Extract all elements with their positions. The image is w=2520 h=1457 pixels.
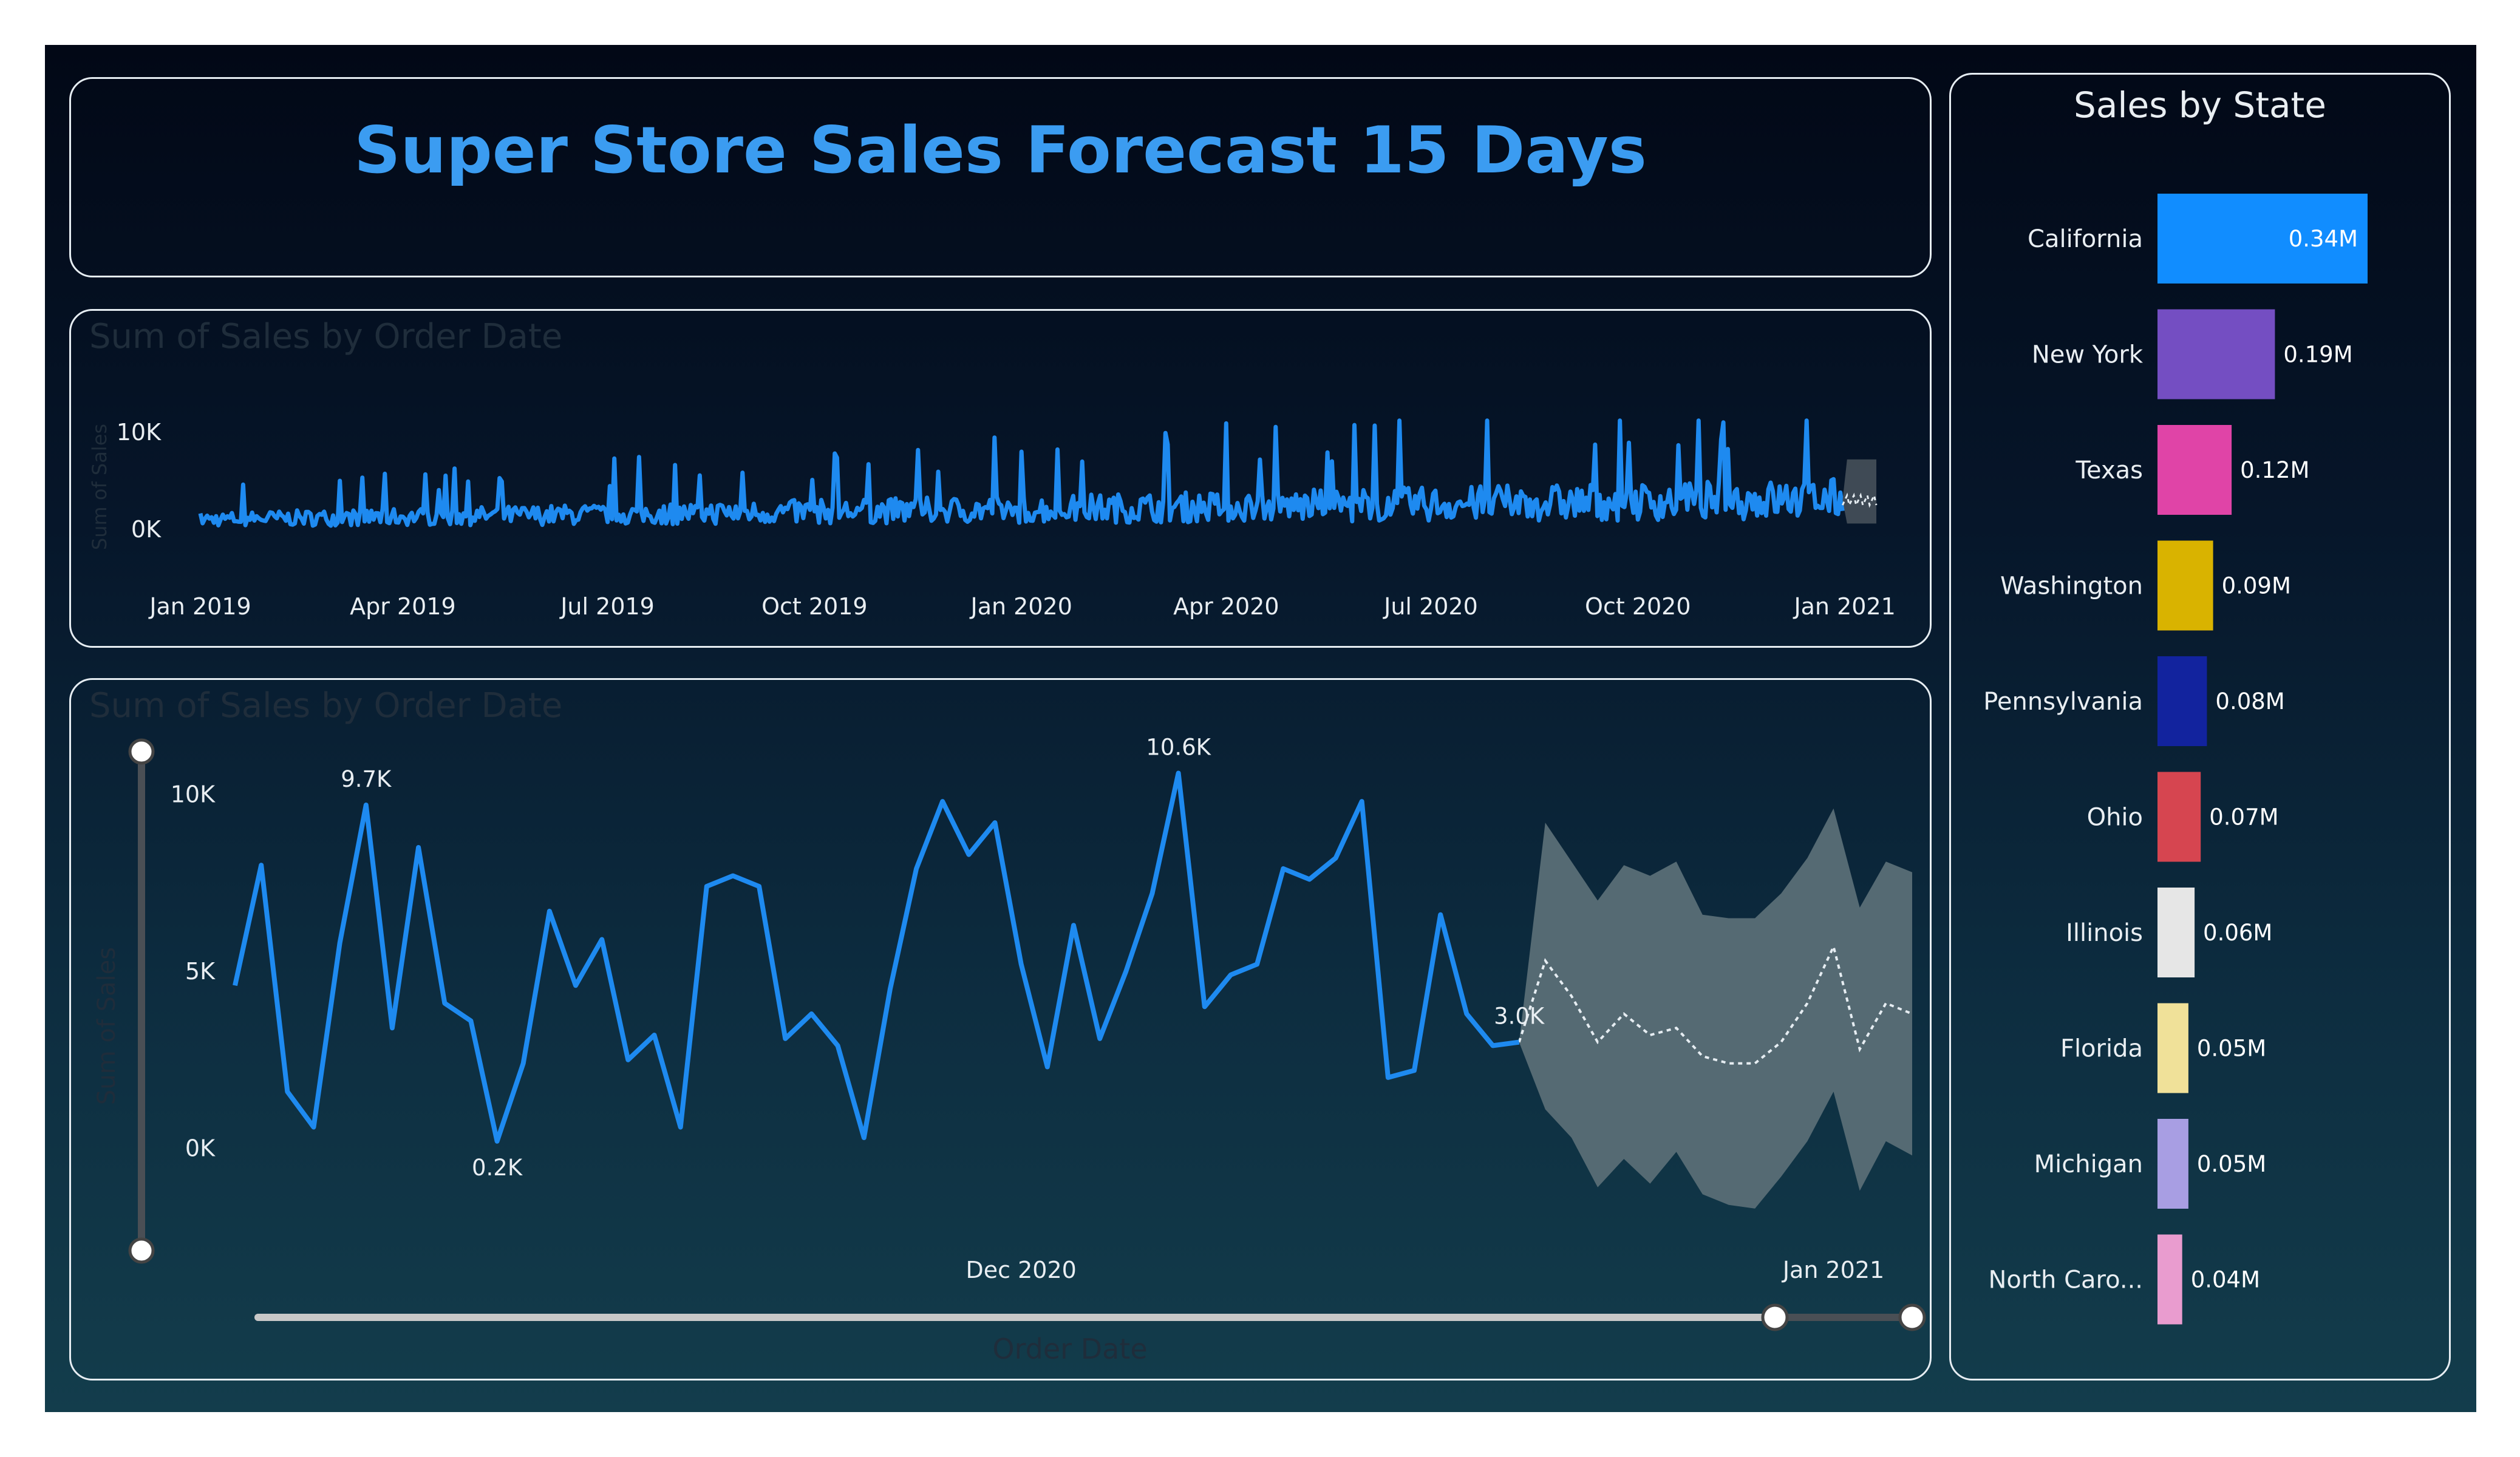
state-label-1: New York (2032, 341, 2144, 369)
state-bar-6[interactable] (2157, 888, 2195, 977)
overview-forecast-mean (1842, 492, 1878, 508)
state-label-0: California (2028, 225, 2143, 253)
state-label-2: Texas (2075, 457, 2143, 484)
overview-chart-panel: Sum of Sales by Order Date 10K 0K Sum of S… (69, 309, 1932, 648)
state-value-label-3: 0.09M (2222, 573, 2291, 599)
detail-chart-panel: Sum of Sales by Order Date 10K 5K 0K Sum of… (69, 678, 1932, 1381)
state-label-9: North Caro... (1988, 1266, 2143, 1294)
state-chart-title: Sales by State (2074, 84, 2326, 126)
state-value-label-8: 0.05M (2197, 1151, 2266, 1177)
state-label-3: Washington (2000, 572, 2143, 600)
overview-x-tick-2: Jul 2019 (559, 593, 655, 620)
x-range-slider-left-handle[interactable] (1761, 1303, 1789, 1331)
state-bar-5[interactable] (2157, 772, 2201, 862)
forecast-confidence-band (1519, 808, 1912, 1209)
state-bar-0[interactable] (2157, 194, 2368, 284)
detail-y-axis-label: Sum of Sales (93, 947, 121, 1105)
overview-x-tick-3: Oct 2019 (761, 593, 868, 620)
state-label-6: Illinois (2066, 919, 2143, 947)
state-value-label-7: 0.05M (2197, 1036, 2266, 1062)
forecast-mean-line (1517, 943, 1913, 1065)
state-value-label-9: 0.04M (2191, 1267, 2260, 1293)
overview-x-tick-8: Jan 2021 (1793, 593, 1895, 620)
overview-line-chart[interactable]: 10K 0K Sum of Sales Jan 2019 Apr 2019 Jul 201… (71, 311, 1933, 650)
overview-y-tick-1: 0K (131, 516, 162, 543)
overview-y-tick-0: 10K (117, 419, 162, 446)
overview-x-tick-6: Jul 2020 (1383, 593, 1478, 620)
data-label-0: 9.7K (341, 766, 392, 792)
x-range-slider-right-handle[interactable] (1898, 1303, 1926, 1331)
state-value-label-2: 0.12M (2240, 457, 2309, 483)
y-range-slider-bottom-handle[interactable] (128, 1237, 155, 1264)
overview-series-line (198, 418, 1845, 528)
detail-line-chart[interactable]: 10K 5K 0K Sum of Sales Dec 2020 Jan 2021 Order… (71, 680, 1933, 1382)
state-value-label-6: 0.06M (2203, 920, 2272, 946)
state-value-label-0: 0.34M (2289, 226, 2358, 252)
page-title: Super Store Sales Forecast 15 Days (354, 113, 1647, 188)
state-label-8: Michigan (2034, 1150, 2143, 1178)
overview-x-tick-1: Apr 2019 (350, 593, 456, 620)
detail-y-tick-2: 0K (185, 1135, 216, 1162)
data-label-1: 0.2K (472, 1155, 523, 1181)
state-label-4: Pennsylvania (1983, 688, 2143, 716)
dashboard: Super Store Sales Forecast 15 Days Sum o… (45, 45, 2476, 1412)
title-panel: Super Store Sales Forecast 15 Days (69, 77, 1932, 277)
data-label-3: 3.0K (1494, 1004, 1545, 1030)
state-value-label-5: 0.07M (2209, 804, 2278, 830)
data-label-2: 10.6K (1146, 734, 1211, 760)
overview-x-tick-4: Jan 2020 (970, 593, 1072, 620)
state-bar-chart[interactable]: California 0.34M New York 0.19M Texas 0.12M Wa… (1951, 75, 2453, 1382)
state-bar-2[interactable] (2157, 425, 2232, 515)
overview-x-tick-7: Oct 2020 (1585, 593, 1691, 620)
sales-series-line (233, 770, 1520, 1144)
state-value-label-1: 0.19M (2283, 342, 2352, 368)
state-bar-7[interactable] (2157, 1003, 2188, 1093)
state-bar-3[interactable] (2157, 540, 2213, 631)
y-range-slider-top-handle[interactable] (128, 738, 155, 765)
state-bar-9[interactable] (2157, 1234, 2182, 1325)
overview-y-axis-label: Sum of Sales (88, 424, 111, 550)
overview-x-tick-0: Jan 2019 (148, 593, 251, 620)
state-bar-1[interactable] (2157, 309, 2275, 399)
state-value-label-4: 0.08M (2215, 688, 2284, 715)
state-chart-panel: Sales by State California 0.34M New York 0.… (1949, 73, 2451, 1381)
overview-forecast-band (1842, 459, 1876, 524)
detail-chart-title: Sum of Sales by Order Date (89, 686, 563, 725)
detail-x-axis-label: Order Date (992, 1333, 1147, 1365)
detail-y-tick-0: 10K (171, 781, 216, 807)
state-label-5: Ohio (2087, 804, 2143, 832)
detail-y-tick-1: 5K (185, 958, 216, 985)
state-label-7: Florida (2060, 1035, 2143, 1063)
overview-x-tick-5: Apr 2020 (1173, 593, 1279, 620)
overview-chart-title: Sum of Sales by Order Date (89, 317, 563, 356)
state-bar-8[interactable] (2157, 1119, 2188, 1209)
state-bar-4[interactable] (2157, 656, 2207, 746)
detail-x-tick-1: Jan 2021 (1782, 1257, 1884, 1283)
detail-x-tick-0: Dec 2020 (966, 1257, 1077, 1283)
